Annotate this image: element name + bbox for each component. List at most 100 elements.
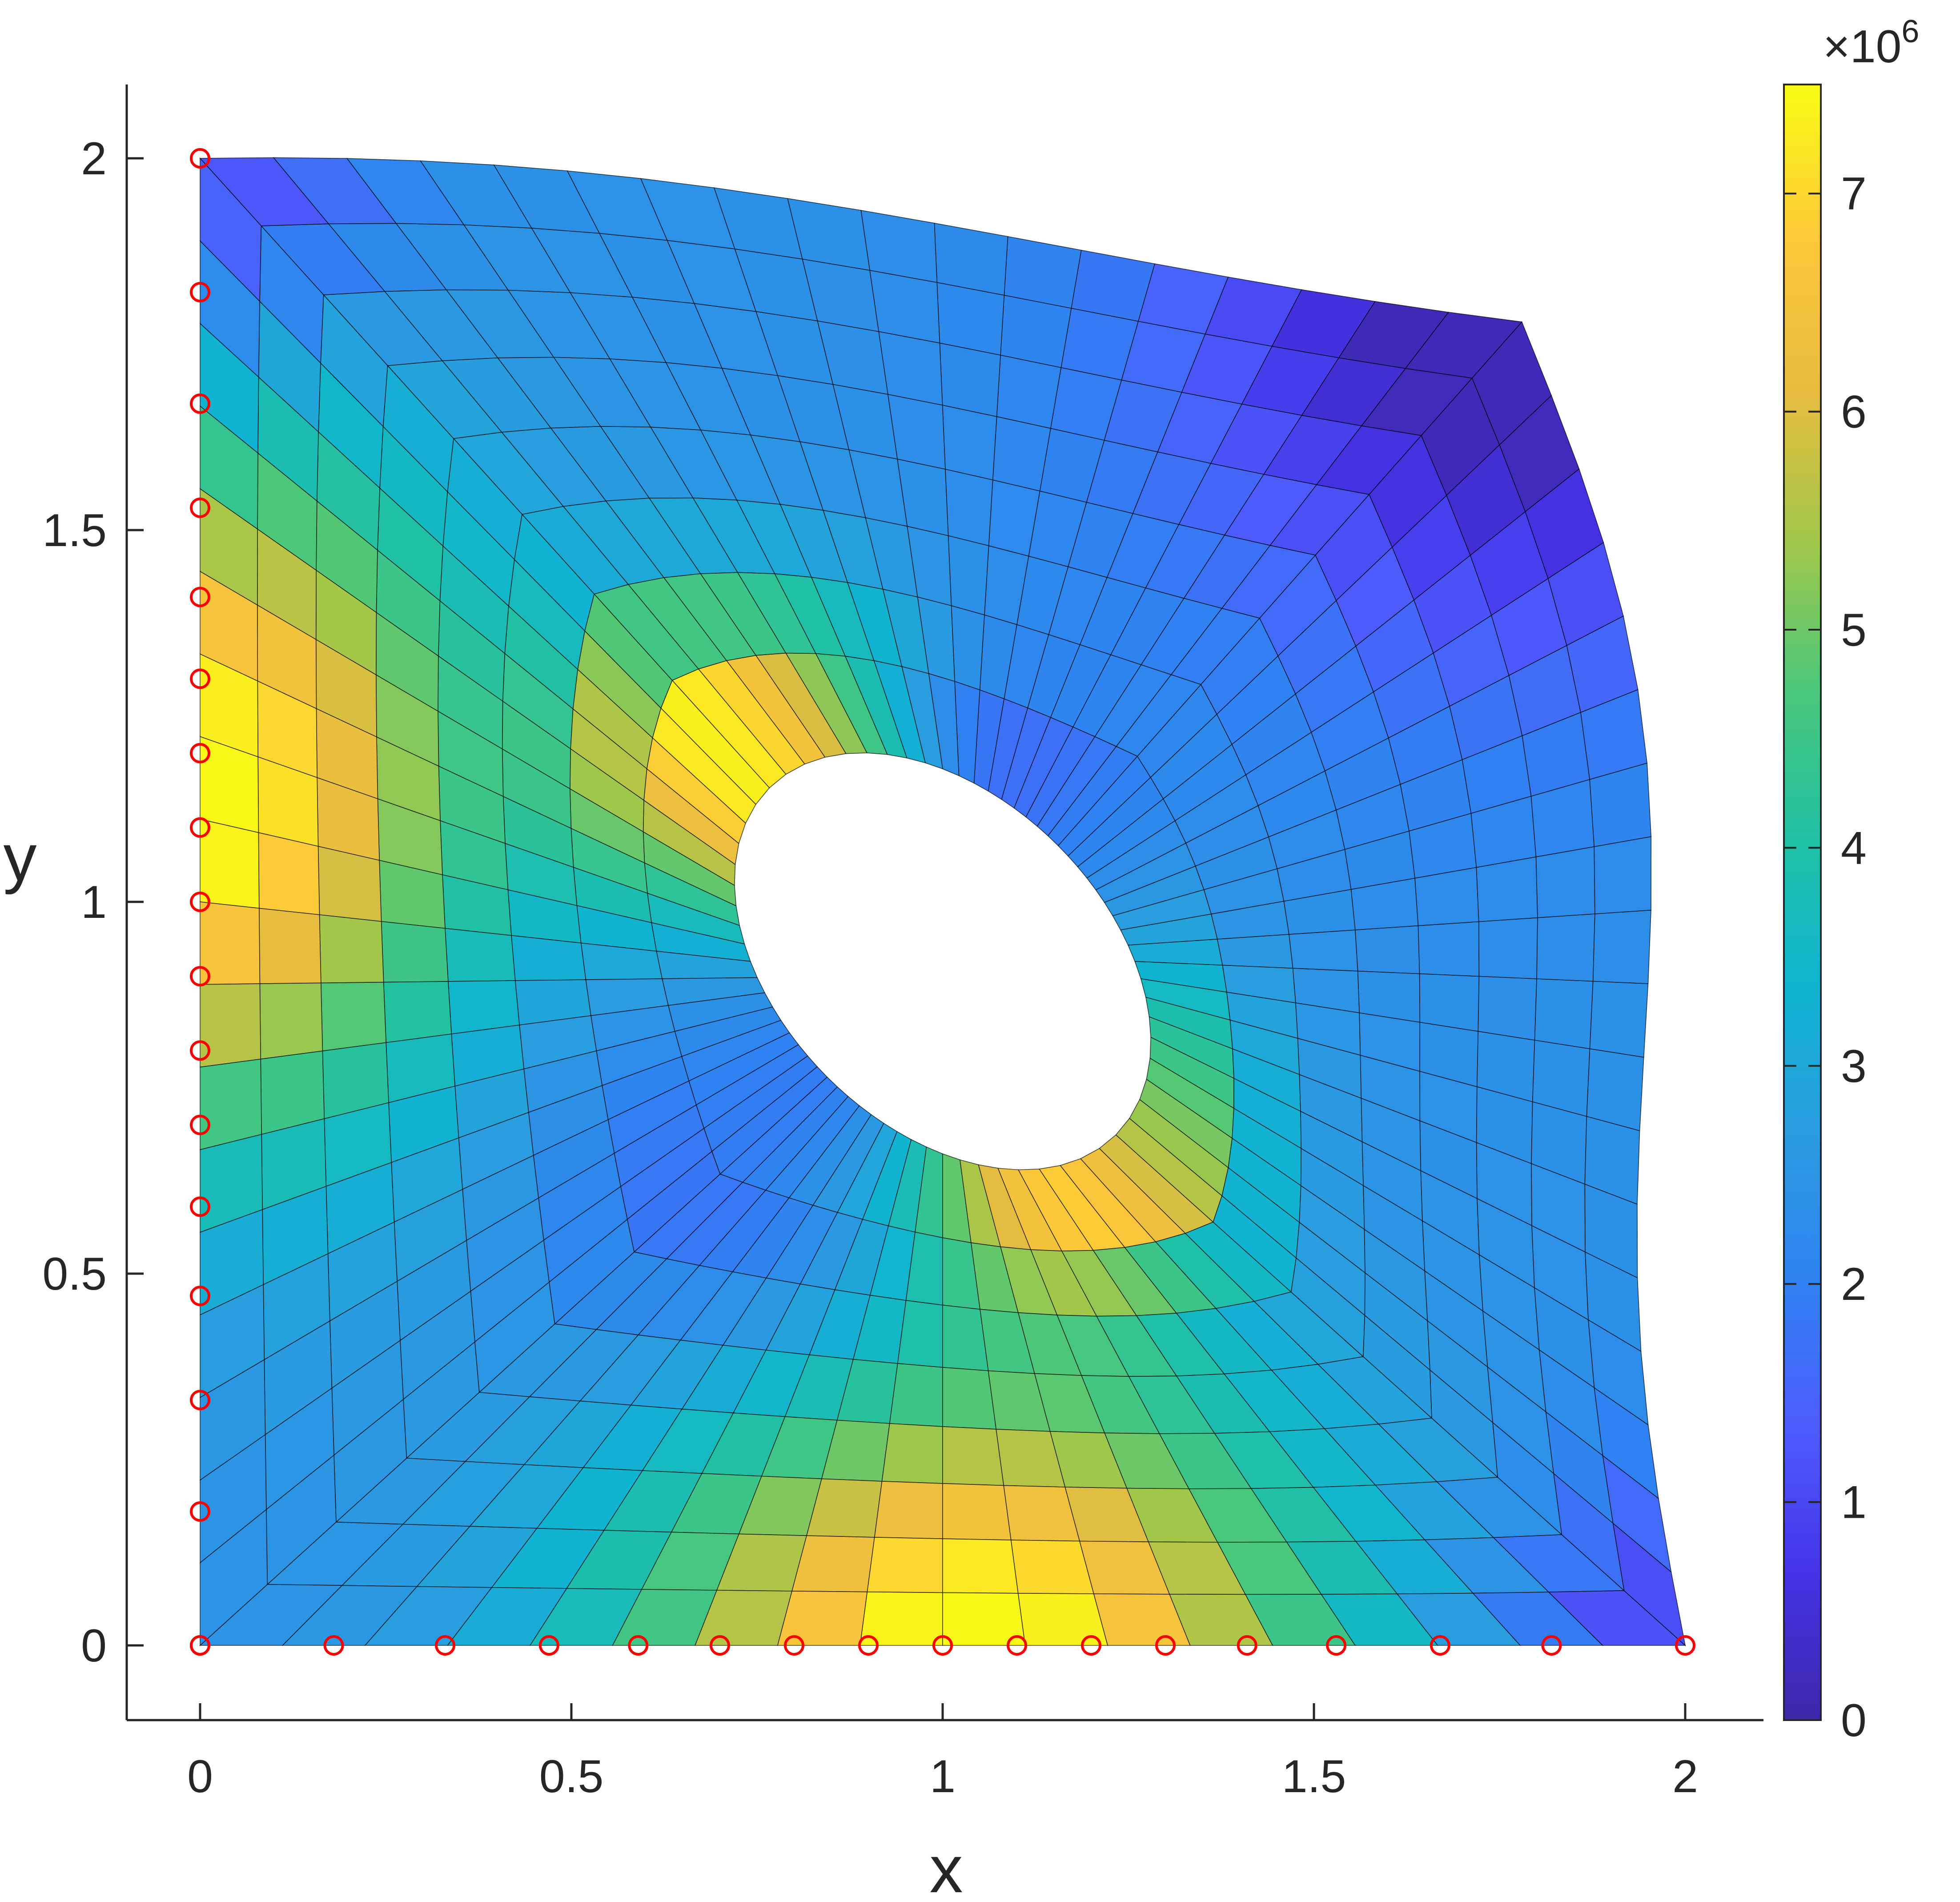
mesh-element: [448, 980, 520, 1035]
mesh-element: [867, 1537, 943, 1593]
x-ticks: 0 0.5 1 1.5 2: [187, 1703, 1698, 1802]
left-boundary-marker: [190, 892, 210, 912]
left-boundary-marker: [190, 966, 210, 987]
x-tick-label: 0: [187, 1751, 213, 1802]
mesh-element: [1534, 978, 1594, 1050]
mesh-element: [791, 1535, 875, 1592]
mesh-element: [200, 1508, 268, 1646]
mesh-element: [942, 1367, 997, 1430]
mesh-element: [939, 342, 1001, 417]
mesh-element: [445, 928, 516, 982]
colorbar-tick-label: 1: [1841, 1477, 1867, 1528]
mesh-element: [381, 921, 449, 983]
y-tick-label: 0.5: [42, 1248, 107, 1300]
bottom-boundary-marker: [932, 1635, 953, 1656]
mesh-element: [1589, 981, 1649, 1058]
mesh-element: [874, 1481, 943, 1540]
colorbar-tick-label: 7: [1841, 168, 1867, 220]
left-boundary-marker: [190, 1501, 210, 1522]
bottom-boundary-marker: [858, 1635, 879, 1656]
colorbar-tick-label: 6: [1841, 386, 1867, 438]
mesh-element: [1289, 929, 1358, 972]
bottom-boundary-marker: [1007, 1635, 1027, 1656]
mesh-element: [1592, 909, 1651, 984]
left-boundary-marker: [190, 1286, 210, 1307]
bottom-boundary-marker: [1237, 1635, 1257, 1656]
mesh-element: [1478, 976, 1537, 1041]
mesh-element: [511, 935, 586, 981]
left-boundary-marker: [190, 587, 210, 607]
mesh-element: [942, 1538, 1019, 1594]
left-boundary-marker: [190, 1196, 210, 1217]
bottom-boundary-marker: [1675, 1635, 1695, 1656]
colorbar-tick-label: 3: [1841, 1041, 1867, 1092]
left-boundary-marker: [190, 497, 210, 518]
left-boundary-marker: [190, 1114, 210, 1135]
left-boundary-marker: [190, 817, 210, 838]
mesh-element: [996, 354, 1062, 429]
mesh-element: [942, 1426, 1004, 1486]
colorbar-tick-label: 4: [1841, 822, 1867, 874]
left-boundary-marker: [190, 668, 210, 689]
left-boundary-marker: [190, 1040, 210, 1061]
y-tick-label: 2: [81, 133, 107, 185]
colorbar-gradient: [1783, 84, 1822, 1721]
colorbar-exponent-base: ×10: [1823, 21, 1901, 72]
y-tick-label: 1.5: [42, 505, 107, 556]
left-boundary-marker: [190, 148, 210, 169]
y-tick-label: 1: [81, 877, 107, 928]
mesh-element: [259, 982, 323, 1060]
mesh-element: [1478, 917, 1538, 979]
bottom-boundary-marker: [323, 1635, 344, 1656]
boundary-markers: [190, 148, 1695, 1656]
mesh-element: [1586, 1048, 1644, 1131]
x-tick-label: 2: [1672, 1751, 1698, 1802]
bottom-boundary-marker: [1326, 1635, 1347, 1656]
mesh-element: [1355, 925, 1420, 974]
mesh-element: [942, 405, 997, 481]
bottom-boundary-marker: [1081, 1635, 1101, 1656]
bottom-boundary-marker: [1541, 1635, 1562, 1656]
mesh-element: [1594, 836, 1652, 914]
mesh-element: [945, 468, 993, 547]
left-boundary-marker: [190, 743, 210, 764]
stress-mesh: [199, 157, 1687, 1647]
colorbar-exponent: ×106: [1823, 14, 1919, 72]
x-axis-title: x: [930, 1832, 963, 1902]
colorbar-exponent-power: 6: [1901, 14, 1919, 49]
mesh-element: [319, 914, 384, 984]
y-tick-label: 0: [81, 1620, 107, 1672]
mesh-element: [258, 908, 321, 984]
left-boundary-marker: [190, 1390, 210, 1411]
colorbar-ticks: 0 1 2 3 4 5 6 7: [1784, 168, 1867, 1746]
mesh-element: [1536, 913, 1595, 982]
mesh-element: [948, 535, 989, 615]
bottom-boundary-marker: [784, 1635, 804, 1656]
x-tick-label: 0.5: [539, 1751, 604, 1802]
mesh-element: [951, 605, 985, 691]
mesh-element: [1476, 856, 1538, 922]
mesh-element: [1419, 973, 1480, 1032]
mesh-element: [897, 1300, 943, 1368]
bottom-boundary-marker: [1430, 1635, 1450, 1656]
mesh-element: [200, 1058, 262, 1150]
colorbar-tick-label: 0: [1841, 1695, 1867, 1746]
y-ticks: 0 0.5 1 1.5 2: [42, 133, 144, 1672]
mesh-element: [1418, 921, 1480, 977]
mesh-element: [942, 1483, 1012, 1540]
bottom-boundary-marker: [628, 1635, 649, 1656]
colorbar-tick-label: 2: [1841, 1259, 1867, 1310]
mesh-element: [258, 832, 320, 915]
colorbar-tick-label: 5: [1841, 604, 1867, 656]
mesh-element: [320, 981, 387, 1052]
mesh-element: [881, 1423, 943, 1484]
bottom-boundary-marker: [1155, 1635, 1176, 1656]
bottom-boundary-marker: [538, 1635, 559, 1656]
mesh-element: [1217, 934, 1293, 969]
bottom-boundary-marker: [710, 1635, 730, 1656]
bottom-boundary-marker: [190, 1635, 210, 1656]
x-tick-label: 1: [930, 1751, 956, 1802]
mesh-element: [878, 331, 943, 406]
